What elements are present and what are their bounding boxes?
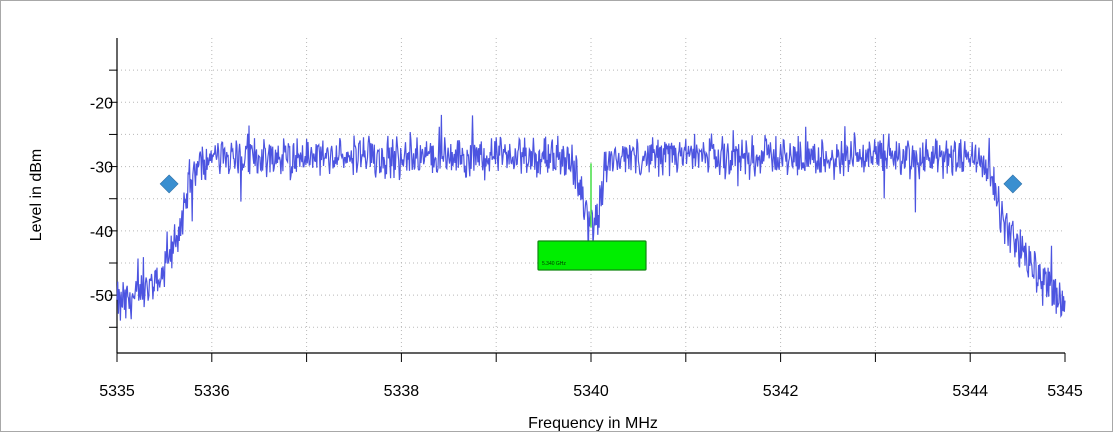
x-tick-label: 5345: [1047, 383, 1083, 400]
marker-diamond: [1004, 175, 1022, 193]
y-axis-title: Level in dBm: [28, 149, 45, 242]
x-tick-label: 5344: [952, 383, 988, 400]
y-tick-label: -30: [90, 160, 113, 177]
x-ticks: 5335 5336 5338 5340 5342 5344 5345: [99, 353, 1083, 400]
x-axis-title: Frequency in MHz: [528, 415, 658, 431]
x-tick-label: 5335: [99, 383, 135, 400]
y-ticks: -20 -30 -40 -50: [90, 70, 117, 327]
x-tick-label: 5342: [763, 383, 799, 400]
y-tick-label: -20: [90, 95, 113, 112]
marker-diamond: [160, 175, 178, 193]
y-tick-label: -50: [90, 288, 113, 305]
annotation-layer: 5.340 GHz: [538, 241, 646, 270]
marker-layer: [160, 163, 1022, 227]
x-tick-label: 5338: [384, 383, 420, 400]
y-tick-label: -40: [90, 224, 113, 241]
x-tick-label: 5336: [194, 383, 230, 400]
x-tick-label: 5340: [573, 383, 609, 400]
frequency-annotation-text: 5.340 GHz: [542, 261, 566, 267]
